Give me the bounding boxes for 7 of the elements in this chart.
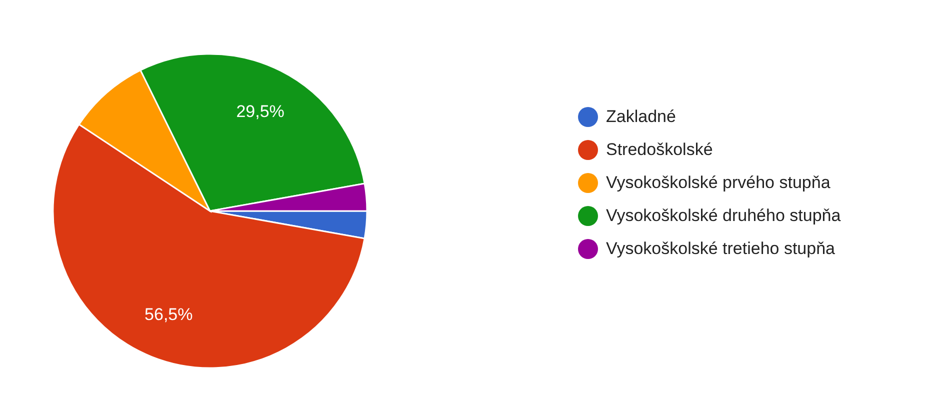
legend-label: Stredoškolské (606, 140, 713, 160)
legend-label: Zakladné (606, 106, 676, 126)
data-label: 56,5% (144, 305, 193, 324)
legend-label: Vysokoškolské prvého stupňa (606, 172, 830, 192)
legend-label: Vysokoškolské druhého stupňa (606, 206, 841, 226)
legend-label: Vysokoškolské tretieho stupňa (606, 238, 835, 258)
data-label: 29,5% (236, 102, 284, 122)
